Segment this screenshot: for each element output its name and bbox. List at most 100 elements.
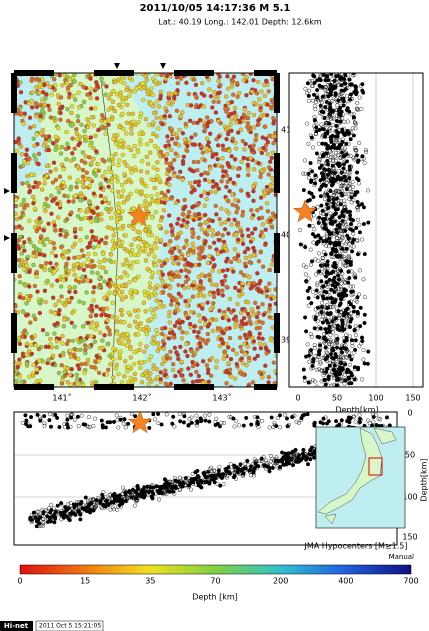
dot <box>200 302 205 307</box>
dot <box>166 188 171 194</box>
dot <box>101 265 106 271</box>
dot <box>232 247 238 252</box>
dot <box>32 153 37 158</box>
dot <box>168 293 173 299</box>
dot <box>89 264 94 269</box>
dot <box>320 255 325 260</box>
dot <box>329 352 334 357</box>
dot <box>50 514 55 519</box>
dot <box>93 313 99 318</box>
dot <box>153 491 158 496</box>
dot <box>280 457 285 462</box>
dot <box>189 477 194 482</box>
dot <box>351 414 356 419</box>
dot <box>20 244 26 249</box>
dot <box>190 379 196 385</box>
dot <box>353 126 358 131</box>
dot <box>332 169 337 174</box>
dot <box>192 329 197 334</box>
dot <box>198 344 203 349</box>
dot <box>317 215 322 220</box>
dot <box>303 86 308 91</box>
dot <box>163 143 168 149</box>
dot <box>44 260 49 266</box>
dot <box>308 168 313 173</box>
dot <box>138 114 143 120</box>
dot <box>193 82 199 88</box>
dot <box>58 110 63 116</box>
dot <box>224 173 229 178</box>
dot <box>192 324 197 329</box>
dot <box>154 81 159 87</box>
dot <box>198 292 204 297</box>
dot <box>312 92 317 97</box>
dot <box>144 332 149 337</box>
dot <box>321 110 326 115</box>
dot <box>112 491 117 496</box>
dot <box>208 307 213 312</box>
dot <box>43 208 48 213</box>
dot <box>86 499 91 504</box>
dot <box>37 181 42 186</box>
dot <box>291 449 296 454</box>
dot <box>336 273 341 278</box>
dot <box>331 155 336 160</box>
dot <box>116 205 122 210</box>
dot <box>329 178 334 183</box>
dot <box>319 379 324 384</box>
dot <box>128 290 133 296</box>
dot <box>271 360 277 365</box>
dot <box>86 257 91 262</box>
dot <box>158 377 163 382</box>
dot <box>210 328 216 334</box>
dot <box>228 356 234 362</box>
dot <box>310 232 315 237</box>
dot <box>332 228 337 233</box>
dot <box>217 269 222 274</box>
dot <box>323 356 328 361</box>
dot <box>344 313 349 318</box>
dot <box>221 331 226 336</box>
dot <box>85 207 90 212</box>
dot <box>345 159 350 164</box>
dot <box>362 160 367 165</box>
dot <box>201 359 206 364</box>
dot <box>234 210 239 215</box>
dot <box>37 226 42 231</box>
dot <box>241 78 246 83</box>
dot <box>181 218 186 223</box>
dot <box>345 128 350 133</box>
dot <box>325 200 330 205</box>
dot <box>143 227 148 233</box>
dot <box>364 149 369 154</box>
dot <box>77 299 82 304</box>
dot <box>356 217 361 222</box>
dot <box>313 315 318 320</box>
dot <box>100 81 106 86</box>
dot <box>243 141 248 147</box>
dot <box>222 472 227 477</box>
dot <box>347 276 352 281</box>
dot <box>196 313 202 318</box>
dot <box>198 319 203 324</box>
dot <box>51 141 56 146</box>
dot <box>183 349 188 354</box>
dot <box>87 244 92 249</box>
dot <box>164 156 169 162</box>
dot <box>53 302 58 308</box>
dot <box>18 280 23 285</box>
dot <box>237 335 243 340</box>
dot <box>67 284 72 290</box>
dot <box>49 211 54 216</box>
dot <box>207 245 212 250</box>
dot <box>169 302 174 307</box>
dot <box>150 104 156 109</box>
dot <box>167 213 172 218</box>
dot <box>347 334 352 339</box>
dot <box>101 115 106 121</box>
dot <box>102 501 107 506</box>
dot <box>91 285 97 290</box>
dot <box>342 88 347 93</box>
dot <box>318 108 323 113</box>
dot <box>93 167 98 173</box>
